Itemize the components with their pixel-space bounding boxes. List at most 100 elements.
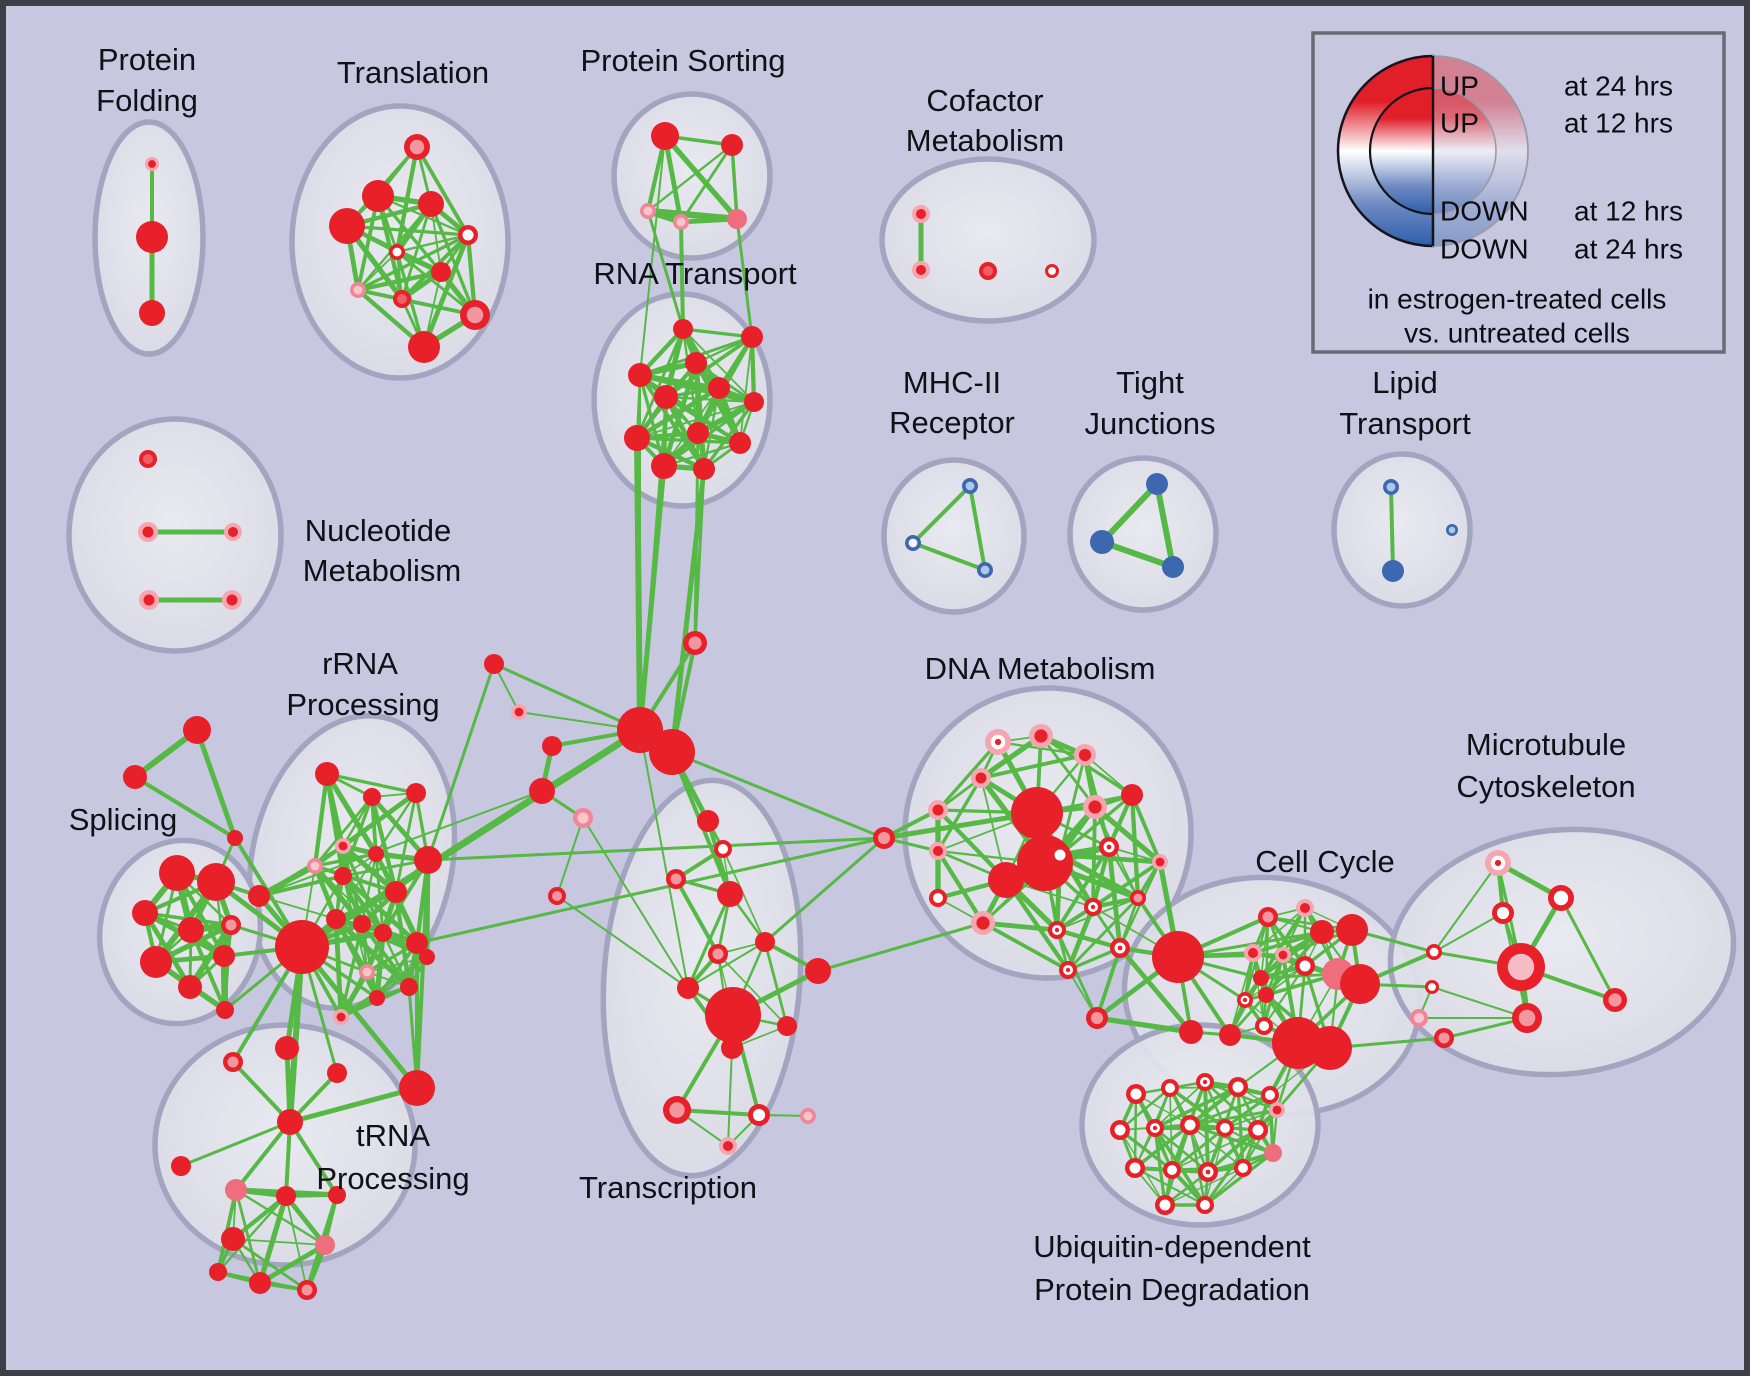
cluster-ellipse-lipid-transport: [1331, 451, 1473, 609]
network-node-ub1: [1126, 1084, 1146, 1104]
network-node-tj2: [1090, 530, 1114, 554]
node-ring: [1382, 560, 1404, 582]
network-node-cf3: [979, 262, 997, 280]
network-node-mt1: [1485, 850, 1511, 876]
node-core: [670, 873, 682, 885]
node-core: [932, 804, 944, 816]
network-node-dm25: [1059, 961, 1077, 979]
network-node-cc16: [1308, 1026, 1352, 1070]
node-core: [916, 265, 926, 275]
node-core: [143, 594, 155, 606]
network-node-st2: [123, 765, 147, 789]
node-ring: [1011, 787, 1063, 839]
node-core: [1438, 1032, 1450, 1044]
network-node-tn10: [221, 1227, 245, 1251]
network-edge: [340, 955, 428, 1019]
node-core: [965, 481, 975, 491]
node-core: [803, 1111, 813, 1121]
network-node-c2: [617, 707, 663, 753]
network-node-cc12: [1258, 987, 1274, 1003]
network-edge: [1268, 1094, 1275, 1154]
network-node-mt5: [1512, 1003, 1542, 1033]
network-edge: [730, 144, 739, 220]
network-node-nm1: [139, 450, 157, 468]
network-edge: [817, 921, 984, 973]
network-node-t3: [418, 191, 444, 217]
network-node-c7: [548, 887, 566, 905]
network-edge: [341, 791, 418, 848]
node-ring: [329, 208, 365, 244]
network-node-dm9: [1011, 787, 1063, 839]
node-core: [983, 266, 993, 276]
network-node-tn8: [276, 1186, 296, 1206]
node-core: [1238, 1163, 1248, 1173]
node-ring: [755, 932, 775, 952]
cluster-label-ubiquitin-degradation-line1: Ubiquitin-dependent: [1033, 1229, 1311, 1264]
network-node-dm22: [1130, 890, 1146, 906]
network-edge: [234, 1120, 292, 1192]
network-edge: [258, 874, 344, 898]
node-core: [1429, 947, 1439, 957]
network-node-cc10: [1253, 970, 1269, 986]
network-edge: [370, 795, 430, 862]
network-edge: [636, 401, 755, 439]
node-ring: [385, 881, 407, 903]
node-core: [1553, 890, 1569, 906]
node-core: [1165, 1083, 1175, 1093]
node-ring: [628, 363, 652, 387]
cluster-label-nucleotide-metabolism-line1: Nucleotide: [305, 513, 451, 548]
node-core: [552, 891, 562, 901]
network-node-dm13: [929, 889, 947, 907]
cluster-ellipse-cofactor-metabolism: [879, 156, 1097, 324]
network-node-sp3: [132, 900, 158, 926]
legend-time-label-4: at 24 hrs: [1574, 233, 1683, 264]
network-node-cf2: [912, 261, 930, 279]
node-ring: [276, 1186, 296, 1206]
network-node-rt12: [693, 458, 715, 480]
network-edge: [326, 772, 417, 795]
network-edge: [679, 144, 734, 223]
cluster-label-cell-cycle-line1: Cell Cycle: [1255, 844, 1395, 879]
node-ring: [542, 736, 562, 756]
network-node-cf4: [1045, 264, 1059, 278]
legend-wheel-inner-right: [1432, 87, 1497, 215]
node-core: [466, 306, 484, 324]
network-node-tn6: [171, 1156, 191, 1176]
node-core: [301, 1284, 313, 1296]
network-edge: [357, 269, 442, 293]
network-node-tr14: [800, 1108, 816, 1124]
node-ring: [248, 885, 270, 907]
network-node-rt5: [708, 377, 730, 399]
node-ring: [651, 122, 679, 150]
node-core: [514, 707, 524, 717]
network-edge: [1262, 954, 1285, 1027]
network-node-rr8: [385, 881, 407, 903]
node-core: [933, 893, 943, 903]
node-core: [143, 454, 153, 464]
network-node-cc1: [1258, 907, 1278, 927]
network-node-rt9: [624, 425, 650, 451]
node-core: [1518, 1009, 1536, 1027]
network-edge: [300, 945, 419, 1090]
node-core: [462, 229, 474, 241]
network-edge: [338, 970, 370, 1019]
network-node-cc6: [1275, 947, 1291, 963]
network-edge: [1154, 483, 1176, 568]
node-ring: [419, 949, 435, 965]
network-edge: [682, 328, 755, 403]
network-node-ps1: [651, 122, 679, 150]
cluster-label-mhc-ii-receptor-line1: MHC-II: [903, 365, 1001, 400]
network-edge: [416, 836, 885, 945]
node-center-dot: [1117, 945, 1123, 951]
network-node-t2: [362, 180, 394, 212]
node-core: [712, 948, 724, 960]
network-node-tn13: [297, 1280, 317, 1300]
node-center-dot: [994, 738, 1002, 746]
node-center-dot: [1205, 1169, 1211, 1175]
network-nodes: [123, 122, 1627, 1300]
legend-direction-label-1: UP: [1440, 70, 1479, 101]
node-ring: [334, 867, 352, 885]
network-edge: [647, 144, 733, 212]
node-ring: [693, 458, 715, 480]
network-node-t11: [408, 331, 440, 363]
